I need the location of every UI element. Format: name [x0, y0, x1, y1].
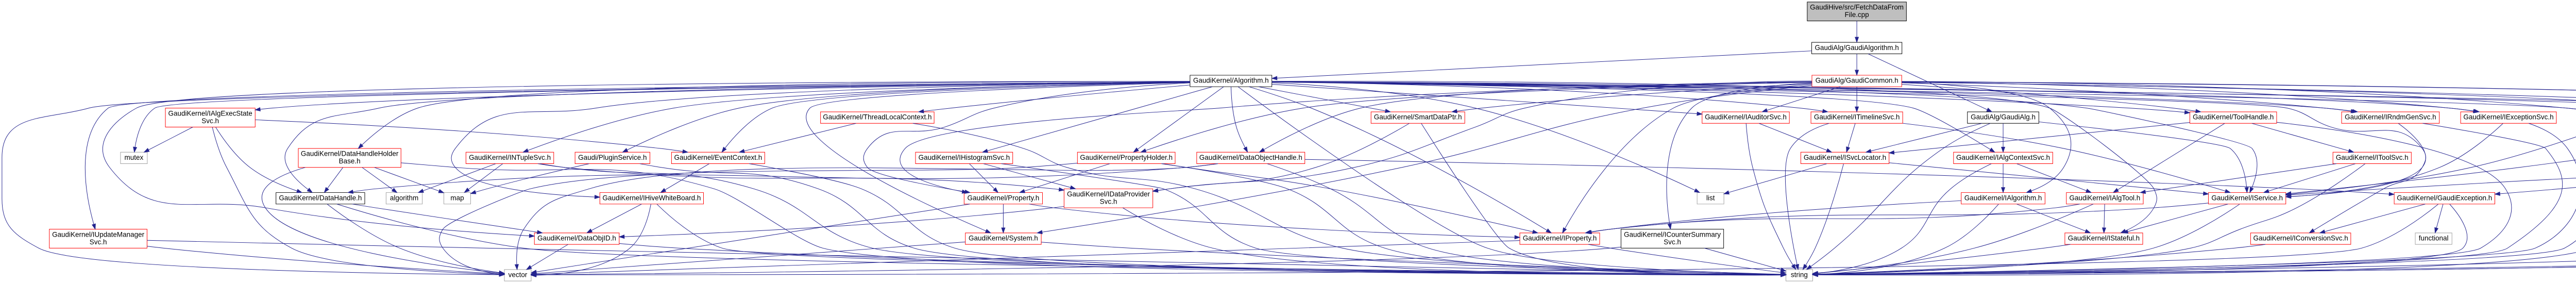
svg-text:GaudiKernel/Property.h: GaudiKernel/Property.h [968, 194, 1040, 202]
svg-text:GaudiKernel/DataObjID.h: GaudiKernel/DataObjID.h [537, 235, 616, 242]
svg-text:File.cpp: File.cpp [1844, 11, 1869, 19]
svg-text:vector: vector [509, 271, 528, 279]
svg-text:GaudiAlg/GaudiAlgorithm.h: GaudiAlg/GaudiAlgorithm.h [1815, 44, 1899, 52]
svg-text:GaudiKernel/PropertyHolder.h: GaudiKernel/PropertyHolder.h [1080, 154, 1173, 161]
svg-text:GaudiKernel/IService.h: GaudiKernel/IService.h [2211, 194, 2283, 202]
svg-text:GaudiKernel/ITimelineSvc.h: GaudiKernel/ITimelineSvc.h [1814, 113, 1900, 121]
svg-text:GaudiKernel/IAlgContextSvc.h: GaudiKernel/IAlgContextSvc.h [1956, 154, 2050, 161]
svg-text:GaudiAlg/GaudiCommon.h: GaudiAlg/GaudiCommon.h [1816, 77, 1899, 85]
svg-text:Svc.h: Svc.h [90, 238, 107, 246]
svg-text:string: string [1791, 271, 1808, 279]
svg-text:GaudiKernel/IRndmGenSvc.h: GaudiKernel/IRndmGenSvc.h [2345, 113, 2436, 121]
svg-text:Base.h: Base.h [339, 157, 361, 165]
svg-text:Svc.h: Svc.h [1100, 197, 1117, 205]
svg-text:GaudiKernel/ToolHandle.h: GaudiKernel/ToolHandle.h [2193, 113, 2274, 121]
svg-text:GaudiKernel/IExceptionSvc.h: GaudiKernel/IExceptionSvc.h [2463, 113, 2553, 121]
svg-text:GaudiKernel/GaudiException.h: GaudiKernel/GaudiException.h [2397, 194, 2492, 202]
svg-text:Gaudi/PluginService.h: Gaudi/PluginService.h [578, 154, 647, 161]
svg-text:GaudiKernel/DataHandle.h: GaudiKernel/DataHandle.h [279, 194, 362, 202]
svg-text:GaudiKernel/DataObjectHandle.h: GaudiKernel/DataObjectHandle.h [1199, 154, 1302, 161]
svg-text:GaudiKernel/ICounterSummary: GaudiKernel/ICounterSummary [1624, 230, 1721, 238]
svg-text:GaudiKernel/EventContext.h: GaudiKernel/EventContext.h [674, 154, 762, 161]
svg-text:GaudiKernel/IDataProvider: GaudiKernel/IDataProvider [1067, 190, 1150, 198]
svg-text:mutex: mutex [125, 154, 144, 161]
svg-text:map: map [450, 194, 464, 202]
svg-text:GaudiKernel/IAuditorSvc.h: GaudiKernel/IAuditorSvc.h [1705, 113, 1787, 121]
svg-text:GaudiKernel/ISvcLocator.h: GaudiKernel/ISvcLocator.h [1804, 154, 1886, 161]
svg-text:GaudiKernel/IHistogramSvc.h: GaudiKernel/IHistogramSvc.h [919, 154, 1010, 161]
svg-text:GaudiKernel/Algorithm.h: GaudiKernel/Algorithm.h [1193, 77, 1269, 85]
svg-text:GaudiAlg/GaudiAlg.h: GaudiAlg/GaudiAlg.h [1971, 113, 2036, 121]
svg-text:GaudiKernel/IAlgTool.h: GaudiKernel/IAlgTool.h [2069, 194, 2140, 202]
svg-text:GaudiKernel/DataHandleHolder: GaudiKernel/DataHandleHolder [301, 150, 399, 158]
svg-text:algorithm: algorithm [390, 194, 418, 202]
svg-text:GaudiKernel/IAlgorithm.h: GaudiKernel/IAlgorithm.h [1964, 194, 2042, 202]
svg-text:GaudiKernel/IStateful.h: GaudiKernel/IStateful.h [2068, 235, 2140, 242]
svg-text:GaudiKernel/IHiveWhiteBoard.h: GaudiKernel/IHiveWhiteBoard.h [602, 194, 701, 202]
svg-text:GaudiHive/src/FetchDataFrom: GaudiHive/src/FetchDataFrom [1810, 4, 1904, 11]
svg-text:GaudiKernel/IProperty.h: GaudiKernel/IProperty.h [1523, 235, 1597, 242]
svg-text:GaudiKernel/System.h: GaudiKernel/System.h [969, 235, 1038, 242]
svg-text:GaudiKernel/IAlgExecState: GaudiKernel/IAlgExecState [168, 109, 252, 117]
svg-text:GaudiKernel/INTupleSvc.h: GaudiKernel/INTupleSvc.h [469, 154, 551, 161]
svg-text:functional: functional [2419, 235, 2449, 242]
svg-text:GaudiKernel/IConversionSvc.h: GaudiKernel/IConversionSvc.h [2253, 235, 2348, 242]
svg-text:GaudiKernel/ThreadLocalContext: GaudiKernel/ThreadLocalContext.h [823, 113, 931, 121]
svg-text:GaudiKernel/SmartDataPtr.h: GaudiKernel/SmartDataPtr.h [1374, 113, 1462, 121]
svg-text:Svc.h: Svc.h [201, 117, 219, 125]
svg-text:list: list [1706, 194, 1715, 202]
svg-text:GaudiKernel/IToolSvc.h: GaudiKernel/IToolSvc.h [2336, 154, 2409, 161]
svg-text:Svc.h: Svc.h [1664, 238, 1681, 246]
svg-text:GaudiKernel/IUpdateManager: GaudiKernel/IUpdateManager [52, 230, 145, 238]
